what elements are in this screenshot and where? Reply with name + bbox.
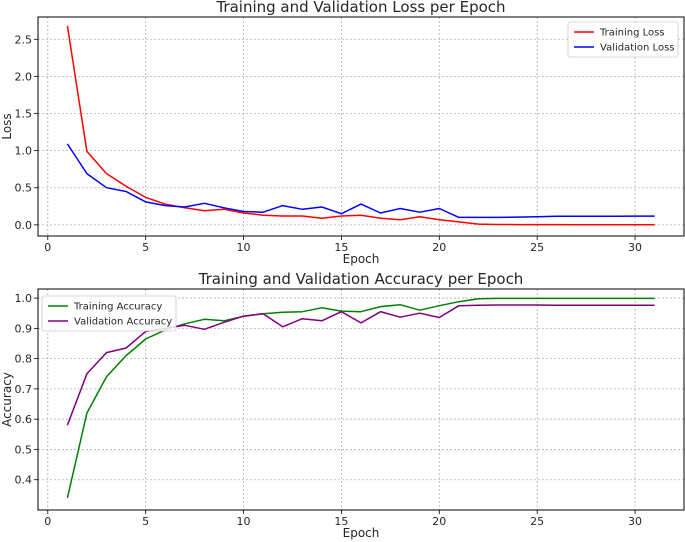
x-tick-label: 5: [142, 241, 149, 254]
legend-label: Training Accuracy: [73, 302, 162, 313]
x-tick-label: 0: [44, 515, 51, 528]
x-tick-label: 30: [628, 241, 642, 254]
loss-chart: 0 5 10 15 20 25 30 0.0 0.5 1.0 1.5 2.0 2.5 Training a…: [0, 0, 685, 266]
series-line-2: [66, 143, 655, 219]
y-tick-label: 0.6: [15, 413, 33, 426]
legend-label: Training Loss: [599, 28, 665, 39]
legend-label: Validation Accuracy: [74, 317, 172, 328]
plot-frame: [37, 16, 685, 237]
y-axis-label: Accuracy: [0, 372, 14, 427]
x-tick-label: 20: [432, 515, 446, 528]
y-tick-label: 0.5: [15, 182, 33, 195]
x-axis-label: Epoch: [343, 526, 380, 540]
legend-box: [567, 21, 679, 58]
legend-box: [41, 295, 177, 332]
y-tick-label: 0.5: [15, 443, 33, 456]
plot-frame: [37, 288, 685, 511]
y-tick-label: 0.8: [15, 353, 33, 366]
y-tick-label: 0.9: [15, 322, 33, 335]
y-tick-label: 1.0: [15, 292, 33, 305]
accuracy-chart: 0 5 10 15 20 25 30 0.4 0.5 0.6 0.7 0.8 0.9 1.0 Trainin…: [0, 270, 685, 540]
y-tick-label: 2.0: [15, 70, 33, 83]
y-tick-label: 0.0: [15, 219, 33, 232]
x-tick-label: 20: [432, 241, 446, 254]
y-tick-label: 2.5: [15, 33, 33, 46]
series-line-1: [66, 25, 655, 226]
x-tick-label: 15: [334, 241, 348, 254]
chart-title: Training and Validation Accuracy per Epo…: [198, 270, 524, 288]
x-tick-label: 10: [237, 241, 251, 254]
x-tick-label: 25: [530, 241, 544, 254]
legend-label: Validation Loss: [600, 43, 675, 54]
x-tick-label: 0: [44, 241, 51, 254]
x-tick-label: 15: [334, 515, 348, 528]
x-tick-label: 10: [237, 515, 251, 528]
x-axis-label: Epoch: [343, 252, 380, 266]
chart-title: Training and Validation Loss per Epoch: [215, 0, 505, 16]
y-tick-label: 1.0: [15, 145, 33, 158]
x-tick-label: 30: [628, 515, 642, 528]
y-tick-label: 0.4: [15, 474, 33, 487]
x-tick-label: 25: [530, 515, 544, 528]
y-tick-label: 1.5: [15, 108, 33, 121]
x-tick-label: 5: [142, 515, 149, 528]
y-axis-label: Loss: [0, 113, 14, 139]
y-tick-label: 0.7: [15, 383, 33, 396]
